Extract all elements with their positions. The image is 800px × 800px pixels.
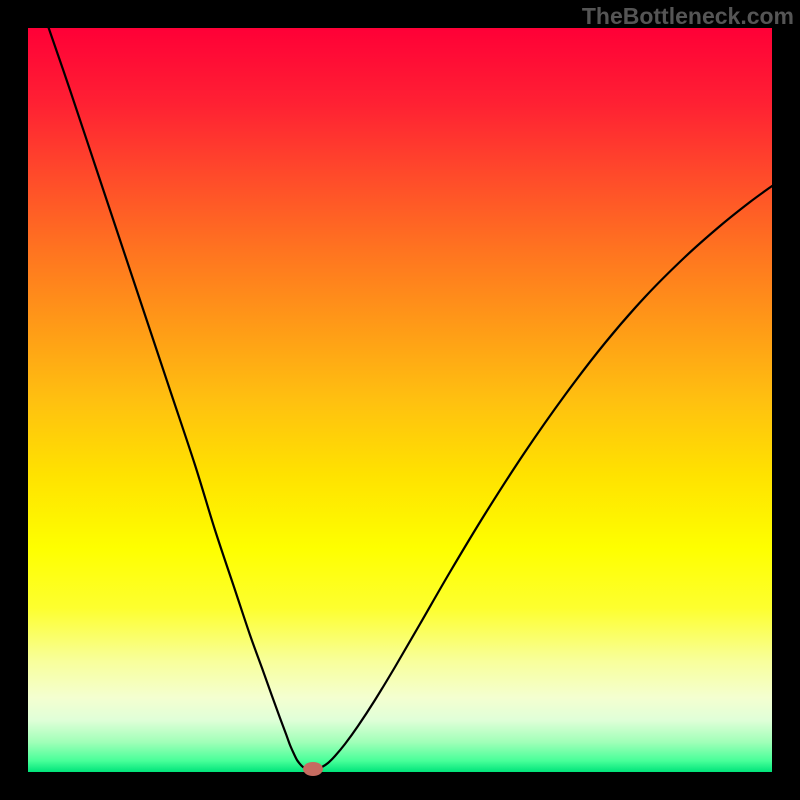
chart-container: TheBottleneck.com bbox=[0, 0, 800, 800]
watermark-text: TheBottleneck.com bbox=[582, 3, 794, 30]
plot-area bbox=[28, 28, 772, 772]
